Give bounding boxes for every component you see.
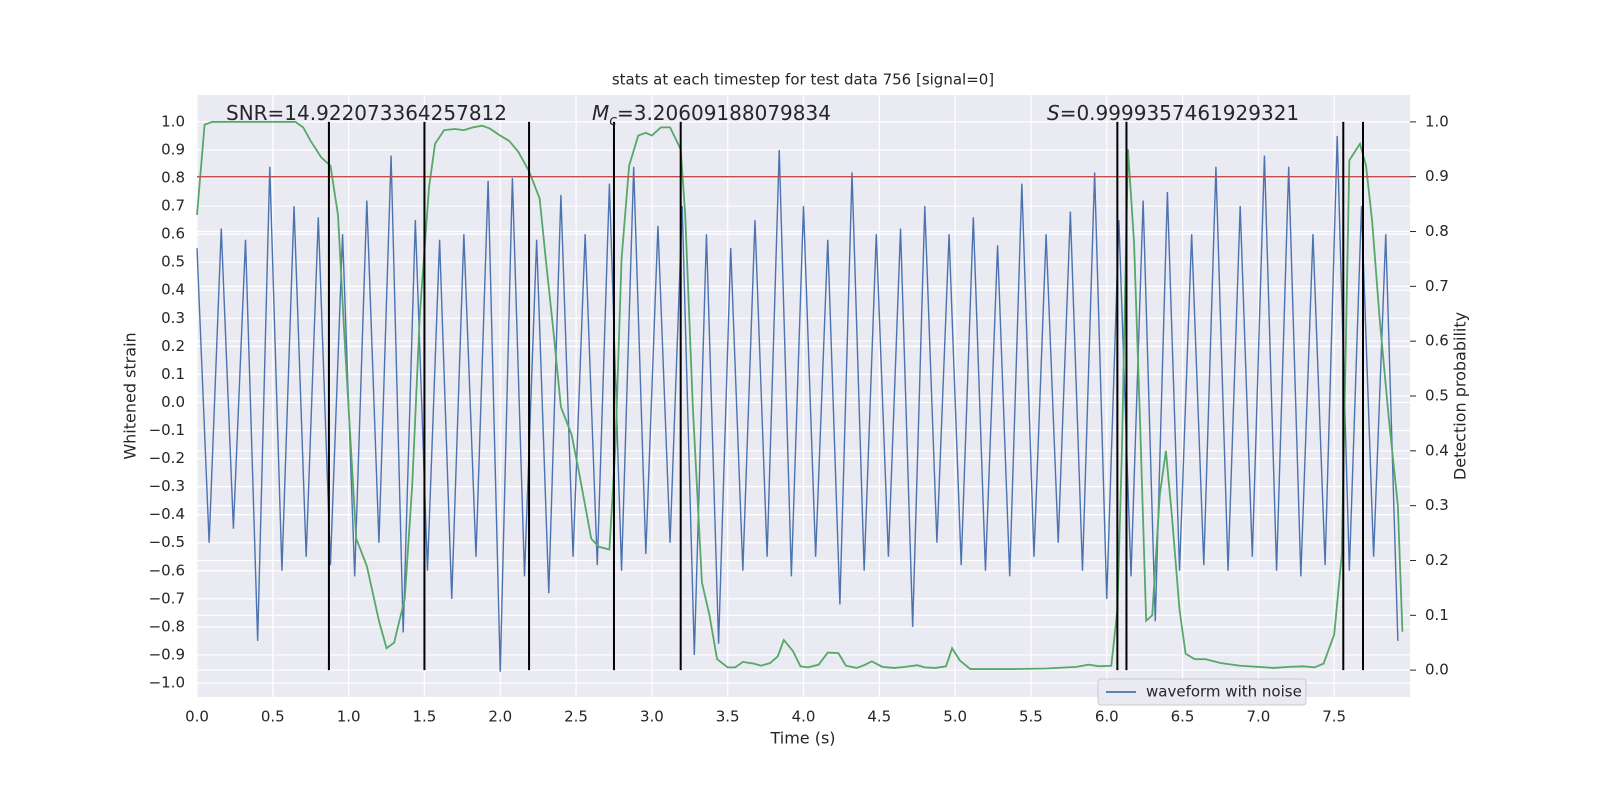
annotation: SNR=14.922073364257812 — [226, 101, 507, 125]
y-tick-label: 0.4 — [161, 281, 185, 299]
x-tick-label: 6.0 — [1095, 708, 1119, 726]
y2-axis-label: Detection probability — [1451, 312, 1470, 480]
grid — [196, 95, 1416, 697]
annotation-text: SNR=14.922073364257812 — [226, 101, 507, 125]
chart-title: stats at each timestep for test data 756… — [612, 71, 994, 89]
y-tick-label: −0.8 — [149, 617, 185, 635]
y-tick-label: −0.2 — [149, 449, 185, 467]
y-tick-label: 0.1 — [161, 365, 185, 383]
legend-label: waveform with noise — [1146, 683, 1302, 701]
y-tick-label: 0.7 — [161, 197, 185, 215]
y-tick-label: −0.5 — [149, 533, 185, 551]
x-tick-label: 3.0 — [640, 708, 664, 726]
y-tick-label: −0.7 — [149, 589, 185, 607]
marks — [196, 120, 1410, 672]
y-tick-label: 0.6 — [161, 225, 185, 243]
x-axis-label: Time (s) — [769, 729, 835, 748]
x-tick-label: 2.0 — [488, 708, 512, 726]
annotation-subscript: c — [609, 113, 617, 129]
annotation: S=0.9999357461929321 — [1047, 101, 1299, 125]
x-tick-label: 4.0 — [792, 708, 816, 726]
x-tick-label: 1.0 — [337, 708, 361, 726]
x-tick-label: 7.5 — [1322, 708, 1346, 726]
y-tick-label: 0.8 — [161, 169, 185, 187]
y2-tick-label: 0.8 — [1425, 222, 1449, 240]
x-tick-label: 4.5 — [867, 708, 891, 726]
y-tick-label: 0.2 — [161, 337, 185, 355]
y2-tick-label: 0.6 — [1425, 332, 1449, 350]
x-tick-label: 7.0 — [1246, 708, 1270, 726]
y-tick-label: −0.9 — [149, 645, 185, 663]
y2-tick-label: 1.0 — [1425, 112, 1449, 130]
annotation-symbol: S — [1047, 101, 1060, 125]
series-line — [196, 120, 1404, 670]
y-tick-label: −0.6 — [149, 561, 185, 579]
x-tick-label: 2.5 — [564, 708, 588, 726]
x-tick-label: 5.5 — [1019, 708, 1043, 726]
y-tick-label: 1.0 — [161, 112, 185, 130]
y2-tick-label: 0.7 — [1425, 277, 1449, 295]
x-tick-label: 0.5 — [261, 708, 285, 726]
y2-tick-label: 0.9 — [1425, 167, 1449, 185]
y-tick-label: −0.3 — [149, 477, 185, 495]
legend-box — [1097, 678, 1307, 706]
y-tick-label: −0.4 — [149, 505, 185, 523]
y-tick-label: 0.3 — [161, 309, 185, 327]
y2-tick-label: 0.3 — [1425, 496, 1449, 514]
y-tick-label: 0.5 — [161, 253, 185, 271]
y2-tick-label: 0.4 — [1425, 441, 1449, 459]
y2-tick-label: 0.1 — [1425, 606, 1449, 624]
y-axis-label: Whitened strain — [121, 332, 140, 459]
y2-tick-label: 0.2 — [1425, 551, 1449, 569]
annotation-symbol: M — [592, 101, 609, 125]
x-tick-label: 3.5 — [716, 708, 740, 726]
annotation-text: =3.20609188079834 — [617, 101, 831, 125]
x-tick-label: 6.5 — [1171, 708, 1195, 726]
x-tick-label: 1.5 — [413, 708, 437, 726]
annotation: Mc=3.20609188079834 — [592, 101, 831, 130]
series-line — [196, 135, 1399, 672]
y-tick-label: 0.9 — [161, 140, 185, 158]
y-tick-label: −0.1 — [149, 421, 185, 439]
y2-tick-label: 0.5 — [1425, 387, 1449, 405]
x-tick-label: 0.0 — [185, 708, 209, 726]
y2-tick-label: 0.0 — [1425, 661, 1449, 679]
x-tick-label: 5.0 — [943, 708, 967, 726]
y-tick-label: −1.0 — [149, 673, 185, 691]
annotation-text: =0.9999357461929321 — [1060, 101, 1299, 125]
y-tick-label: 0.0 — [161, 393, 185, 411]
